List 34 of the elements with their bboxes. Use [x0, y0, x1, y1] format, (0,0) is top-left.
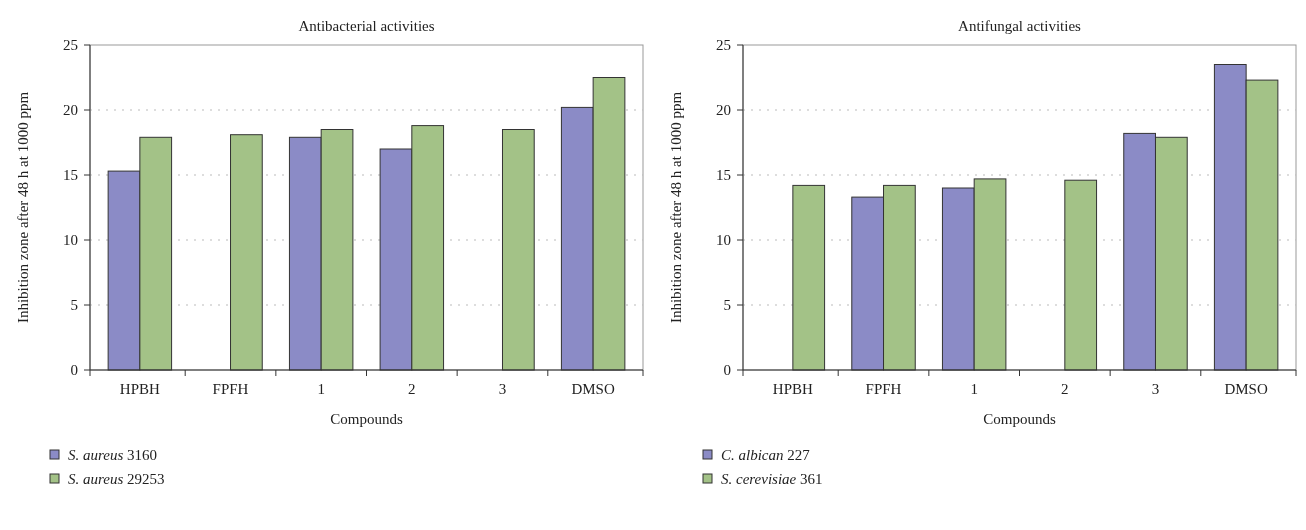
x-tick-label: DMSO [571, 381, 615, 397]
y-tick-label: 15 [716, 167, 731, 184]
legend-label: S. cerevisiae 361 [721, 471, 823, 487]
y-tick-label: 25 [716, 37, 731, 54]
y-tick-label: 0 [70, 362, 78, 379]
y-tick-label: 20 [63, 102, 78, 119]
x-axis-title: Compounds [983, 411, 1056, 427]
x-axis-title: Compounds [330, 411, 403, 427]
y-axis-title: Inhibition zone after 48 h at 1000 ppm [668, 91, 684, 324]
x-tick-label: 1 [970, 381, 978, 397]
y-tick-label: 0 [723, 362, 731, 379]
y-tick-label: 15 [63, 167, 78, 184]
y-tick-label: 5 [723, 297, 731, 314]
x-tick-label: FPFH [212, 381, 249, 397]
legend-label: C. albican 227 [721, 447, 811, 463]
x-tick-label: 2 [1061, 381, 1069, 397]
y-tick-label: 5 [70, 297, 78, 314]
chart-title: Antibacterial activities [298, 18, 435, 34]
y-tick-label: 10 [63, 232, 78, 249]
y-axis-title: Inhibition zone after 48 h at 1000 ppm [15, 91, 31, 324]
chart-title: Antifungal activities [958, 18, 1082, 34]
x-tick-label: FPFH [865, 381, 902, 397]
x-tick-label: 1 [317, 381, 325, 397]
y-tick-label: 25 [63, 37, 78, 54]
y-tick-label: 20 [716, 102, 731, 119]
legend-label: S. aureus 29253 [68, 471, 165, 487]
x-tick-label: 2 [408, 381, 416, 397]
y-tick-label: 10 [716, 232, 731, 249]
legend-label: S. aureus 3160 [68, 447, 158, 463]
x-tick-label: HPBH [772, 381, 814, 397]
x-tick-label: 3 [1151, 381, 1160, 397]
x-tick-label: DMSO [1224, 381, 1268, 397]
x-tick-label: HPBH [119, 381, 161, 397]
x-tick-label: 3 [498, 381, 507, 397]
